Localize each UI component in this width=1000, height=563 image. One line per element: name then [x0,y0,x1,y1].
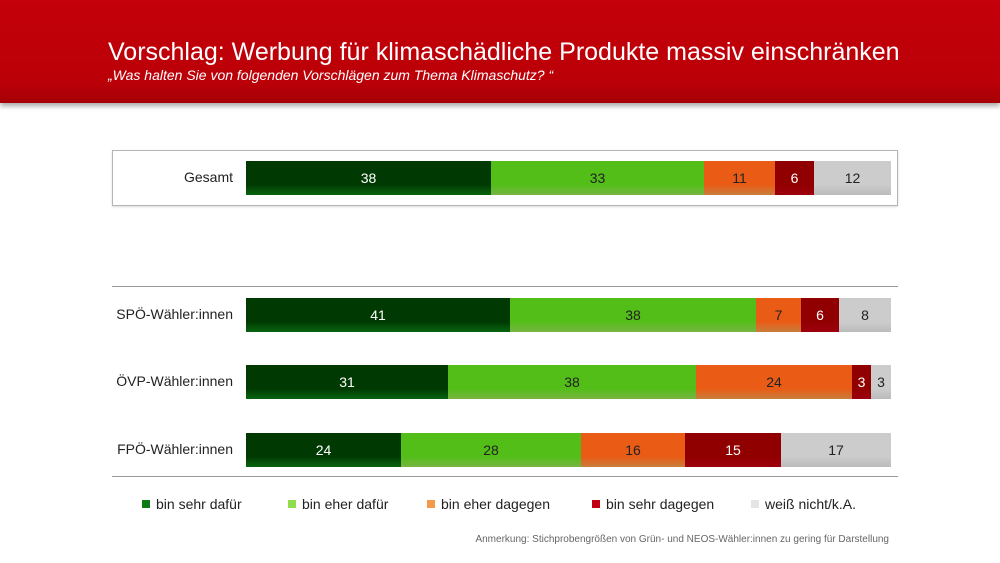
data-label: 6 [790,170,799,186]
data-label: 3 [877,374,885,390]
data-label: 24 [766,374,782,390]
legend-item: weiß nicht/k.A. [751,496,856,512]
stacked-bar: 31 38 24 3 3 [246,365,891,399]
bar-segment: 6 [801,298,839,332]
stacked-bar: 41 38 7 6 8 [246,298,891,332]
data-label: 41 [370,307,386,323]
bar-segment: 33 [491,161,704,195]
legend-label: weiß nicht/k.A. [765,496,857,512]
bar-segment: 38 [510,298,756,332]
row-label: FPÖ-Wähler:innen [117,441,233,457]
data-label: 12 [844,170,861,186]
stacked-bar: 38 33 11 6 12 [246,161,891,195]
bar-segment: 3 [852,365,871,399]
bar-segment: 7 [756,298,801,332]
legend-label: bin eher dafür [302,496,389,512]
legend-item: bin sehr dagegen [592,496,714,512]
data-label: 7 [774,307,783,323]
data-label: 11 [732,170,747,186]
data-label: 28 [483,442,499,458]
header-banner: Vorschlag: Werbung für klimaschädliche P… [0,0,1000,103]
data-label: 38 [625,307,641,323]
data-label: 38 [360,170,377,186]
legend-swatch [592,500,600,508]
divider-top [112,286,898,287]
chart-subtitle: „Was halten Sie von folgenden Vorschläge… [108,67,554,83]
row-label: Gesamt [183,169,233,185]
bar-segment: 38 [246,161,491,195]
legend-item: bin eher dagegen [427,496,550,512]
data-label: 33 [589,170,606,186]
data-label: 24 [315,442,332,458]
legend-item: bin eher dafür [288,496,388,512]
row-label: ÖVP-Wähler:innen [116,373,233,389]
legend-label: bin sehr dagegen [606,496,715,512]
data-label: 6 [816,307,824,323]
data-label: 16 [625,442,641,458]
row-label: SPÖ-Wähler:innen [116,306,233,322]
data-label: 8 [861,307,869,323]
bar-segment: 41 [246,298,510,332]
divider-bottom [112,476,898,477]
footnote: Anmerkung: Stichprobengrößen von Grün- u… [475,534,889,545]
bar-segment: 12 [814,161,891,195]
legend-label: bin eher dagegen [441,496,550,512]
total-row-frame [112,150,898,206]
legend-swatch [427,500,435,508]
data-label: 3 [857,374,866,390]
stacked-bar: 24 28 16 15 17 [246,433,891,467]
legend-swatch [751,500,759,508]
legend-swatch [142,500,150,508]
legend-item: bin sehr dafür [142,496,242,512]
legend-label: bin sehr dafür [156,496,242,512]
data-label: 31 [339,374,355,390]
data-label: 15 [725,442,741,458]
bar-segment: 15 [685,433,781,467]
bar-segment: 16 [581,433,685,467]
bar-segment: 6 [775,161,814,195]
bar-segment: 24 [246,433,401,467]
bar-segment: 3 [871,365,891,399]
bar-segment: 24 [696,365,852,399]
bar-segment: 31 [246,365,448,399]
bar-segment: 17 [781,433,891,467]
bar-segment: 38 [448,365,696,399]
bar-segment: 8 [839,298,891,332]
legend-swatch [288,500,296,508]
bar-segment: 28 [401,433,581,467]
data-label: 38 [564,374,580,390]
data-label: 17 [828,442,844,458]
chart-title: Vorschlag: Werbung für klimaschädliche P… [108,38,900,66]
bar-segment: 11 [704,161,775,195]
